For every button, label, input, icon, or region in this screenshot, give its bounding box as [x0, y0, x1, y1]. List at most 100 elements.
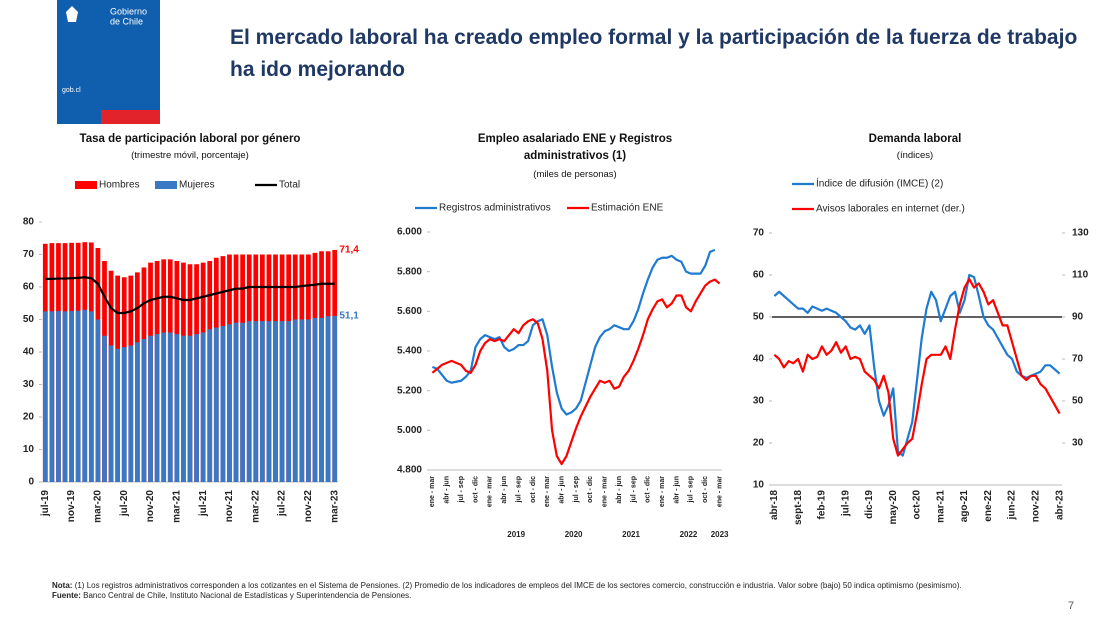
line [773, 273, 1061, 457]
x-tick-label: jul - sep [573, 476, 580, 503]
legend-label: Mujeres [179, 180, 215, 191]
logo-url: gob.cl [62, 87, 81, 94]
x-tick-label: jul-19 [40, 490, 51, 518]
footnote: Nota: (1) Los registros administrativos … [52, 581, 1042, 601]
bar [115, 348, 121, 482]
y-tick-label: 70 [753, 228, 765, 239]
y-tick-label: 40 [23, 347, 35, 358]
y-tick-label: 130 [1072, 228, 1089, 239]
bar [62, 311, 68, 482]
chart-subtitle: (trimestre móvil, porcentaje) [131, 150, 249, 161]
x-tick-label: oct - dic [702, 476, 709, 503]
x-tick-label: ene - mar [544, 476, 551, 507]
x-tick-label: nov-22 [303, 490, 314, 523]
x-tick-label: abr - jun [673, 476, 680, 504]
bar [306, 319, 311, 482]
bar [286, 321, 292, 482]
x-tick-label: jul-22 [277, 490, 288, 518]
x-tick-label: nov-20 [145, 490, 156, 523]
y-tick-label: 50 [23, 314, 35, 325]
y-tick-label: 60 [753, 270, 765, 281]
bar [332, 315, 338, 482]
bar [181, 335, 186, 482]
bar [75, 310, 81, 482]
legend-label: Estimación ENE [591, 203, 664, 214]
value-label: 51,1 [339, 311, 359, 322]
bar [102, 335, 107, 482]
y-tick-label: 30 [1072, 438, 1084, 449]
bar [253, 321, 259, 482]
legend-label: Avisos laborales en internet (der.) [816, 204, 965, 215]
y-tick-label: 5.800 [397, 266, 422, 277]
x-tick-label: mar-23 [329, 490, 340, 523]
bar [167, 332, 173, 482]
legend-swatch [155, 181, 177, 189]
logo-blue-bottom [57, 110, 101, 124]
bar [233, 322, 239, 482]
bar [227, 324, 232, 482]
y-tick-label: 50 [753, 312, 765, 323]
x-tick-label: abr - jun [501, 476, 508, 504]
x-group-label: 2020 [565, 530, 583, 539]
x-group-label: 2022 [680, 530, 698, 539]
bar [135, 342, 140, 482]
x-tick-label: ene - mar [716, 476, 723, 507]
bar [220, 326, 226, 482]
chart-subtitle: (miles de personas) [533, 169, 617, 180]
y-tick-label: 110 [1072, 270, 1089, 281]
y-tick-label: 50 [1072, 396, 1084, 407]
x-tick-label: jul-20 [119, 490, 130, 518]
source-label: Fuente: [52, 591, 81, 600]
bar [207, 329, 213, 482]
x-tick-label: ago-21 [959, 490, 970, 523]
x-tick-label: oct - dic [530, 476, 537, 503]
logo-crest [66, 6, 78, 22]
bar [161, 332, 167, 482]
bar [259, 321, 265, 482]
line [431, 278, 721, 466]
slide-title: El mercado laboral ha creado empleo form… [230, 26, 1078, 81]
x-tick-label: ene - mar [659, 476, 666, 507]
chart-subtitle: (índices) [896, 150, 934, 161]
logo-text: Gobierno [110, 6, 147, 16]
bar [292, 319, 298, 482]
x-tick-label: feb-19 [817, 490, 828, 520]
bar [266, 321, 272, 482]
bar [88, 311, 94, 482]
x-tick-label: mar-21 [935, 490, 946, 523]
x-tick-label: jul-19 [840, 490, 851, 518]
line [431, 248, 716, 416]
bar [312, 317, 318, 482]
logo: Gobierno de Chile gob.cl [57, 0, 160, 124]
bar [319, 317, 324, 482]
bar [240, 322, 245, 482]
x-tick-label: oct-20 [912, 490, 923, 520]
x-group-label: 2021 [622, 530, 640, 539]
x-tick-label: may-20 [888, 490, 899, 525]
bar [194, 334, 199, 482]
x-tick-label: jul - sep [515, 476, 522, 503]
x-tick-label: oct - dic [472, 476, 479, 503]
x-tick-label: ene - mar [487, 476, 494, 507]
y-tick-label: 0 [28, 477, 34, 488]
x-tick-label: mar-21 [171, 490, 182, 523]
line [45, 276, 335, 315]
y-tick-label: 5.400 [397, 346, 422, 357]
bar [299, 319, 305, 482]
x-tick-label: abr - jun [444, 476, 451, 504]
source-text: Banco Central de Chile, Instituto Nacion… [83, 591, 412, 600]
legend-label: Índice de difusión (IMCE) (2) [816, 177, 943, 190]
x-tick-label: nov-21 [224, 490, 235, 523]
x-tick-label: jul - sep [630, 476, 637, 503]
x-tick-label: dic-19 [864, 490, 875, 519]
legend-label: Total [279, 180, 300, 191]
logo-red [101, 110, 160, 124]
chart-title: Empleo asalariado ENE y Registros admini… [477, 133, 673, 162]
chart-title: Demanda laboral [868, 133, 962, 145]
bar [141, 339, 147, 482]
x-tick-label: nov-22 [1030, 490, 1041, 523]
bar [325, 316, 331, 482]
logo-text: de Chile [110, 16, 143, 26]
y-tick-label: 40 [753, 354, 765, 365]
